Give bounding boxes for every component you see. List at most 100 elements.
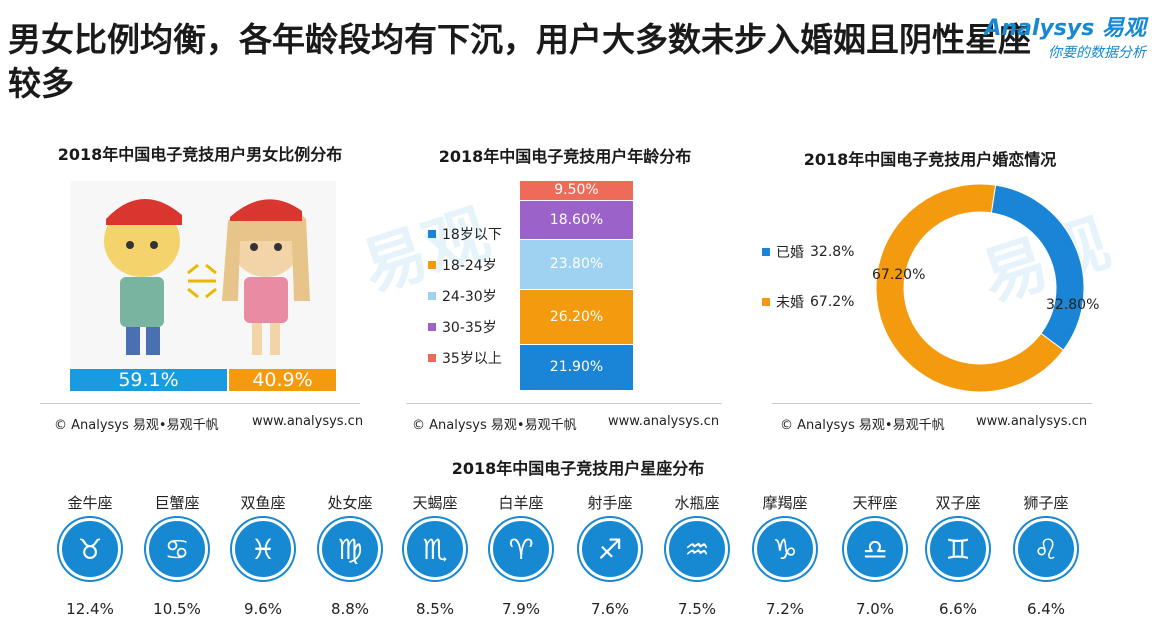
zodiac-share: 7.6% bbox=[590, 600, 630, 618]
legend-label: 18-24岁 bbox=[442, 258, 497, 274]
zodiac-share: 7.0% bbox=[855, 600, 895, 618]
zodiac-chart-title: 2018年中国电子竞技用户星座分布 bbox=[451, 459, 705, 478]
zodiac-share: 7.5% bbox=[677, 600, 717, 618]
legend-swatch bbox=[762, 248, 770, 256]
legend-swatch bbox=[762, 298, 770, 306]
legend-item-unmarried: 未婚 67.2% bbox=[762, 292, 854, 312]
zodiac-share: 10.5% bbox=[153, 600, 201, 618]
zodiac-sign-icon: ♍ bbox=[319, 518, 381, 580]
footer-copyright: © Analysys 易观•易观千帆 bbox=[780, 418, 945, 433]
page-headline: 男女比例均衡，各年龄段均有下沉，用户大多数未步入婚姻且阴性星座较多 bbox=[8, 20, 1031, 103]
legend-swatch bbox=[428, 323, 436, 331]
zodiac-name: 巨蟹座 bbox=[154, 494, 200, 512]
footer-url: www.analysys.cn bbox=[976, 414, 1088, 429]
legend-swatch bbox=[428, 230, 436, 238]
zodiac-sign-icon: ♌ bbox=[1015, 518, 1077, 580]
legend-item-24-30: 24-30岁 bbox=[428, 286, 497, 306]
zodiac-name: 天蝎座 bbox=[412, 494, 458, 512]
age-bar-segment: 18.60% bbox=[520, 200, 633, 239]
donut-label-unmarried: 67.20% bbox=[872, 267, 926, 283]
marital-chart-title: 2018年中国电子竞技用户婚恋情况 bbox=[803, 150, 1057, 169]
donut-slice-married bbox=[990, 184, 1085, 351]
zodiac-sign-icon: ♋ bbox=[146, 518, 208, 580]
zodiac-item: 水瓶座 ♒ 7.5% bbox=[657, 492, 737, 618]
age-bar-segment: 26.20% bbox=[520, 289, 633, 344]
age-bar-segment: 9.50% bbox=[520, 181, 633, 200]
legend-label: 18岁以下 bbox=[442, 227, 502, 243]
marital-donut-chart bbox=[875, 183, 1085, 393]
zodiac-name: 水瓶座 bbox=[674, 494, 720, 512]
zodiac-share: 7.9% bbox=[501, 600, 541, 618]
zodiac-sign-icon: ♐ bbox=[579, 518, 641, 580]
legend-value: 67.2% bbox=[810, 294, 855, 310]
legend-label: 35岁以上 bbox=[442, 351, 502, 367]
zodiac-name: 处女座 bbox=[327, 494, 373, 512]
divider bbox=[406, 403, 722, 404]
zodiac-share: 7.2% bbox=[765, 600, 805, 618]
zodiac-item: 巨蟹座 ♋ 10.5% bbox=[137, 492, 217, 618]
zodiac-share: 6.4% bbox=[1026, 600, 1066, 618]
legend-swatch bbox=[428, 354, 436, 362]
brand-slogan: 你要的数据分析 bbox=[1048, 45, 1146, 61]
age-bar-segment: 23.80% bbox=[520, 240, 633, 289]
zodiac-sign-icon: ♒ bbox=[666, 518, 728, 580]
gender-illustration bbox=[70, 181, 336, 369]
divider bbox=[772, 403, 1092, 404]
zodiac-name: 金牛座 bbox=[67, 494, 113, 512]
zodiac-item: 天秤座 ♎ 7.0% bbox=[835, 492, 915, 618]
zodiac-item: 白羊座 ♈ 7.9% bbox=[481, 492, 561, 618]
legend-value: 32.8% bbox=[810, 244, 855, 260]
zodiac-item: 狮子座 ♌ 6.4% bbox=[1006, 492, 1086, 618]
legend-item-18-24: 18-24岁 bbox=[428, 255, 497, 275]
zodiac-item: 处女座 ♍ 8.8% bbox=[310, 492, 390, 618]
zodiac-sign-icon: ♑ bbox=[754, 518, 816, 580]
legend-label: 30-35岁 bbox=[442, 320, 497, 336]
zodiac-share: 8.5% bbox=[415, 600, 455, 618]
legend-label: 已婚 bbox=[776, 245, 804, 261]
zodiac-name: 狮子座 bbox=[1023, 494, 1069, 512]
legend-item-married: 已婚 32.8% bbox=[762, 242, 854, 262]
zodiac-item: 天蝎座 ♏ 8.5% bbox=[395, 492, 475, 618]
legend-item-under-18: 18岁以下 bbox=[428, 224, 502, 244]
brand-name: Analysys 易观 bbox=[984, 16, 1146, 41]
zodiac-name: 摩羯座 bbox=[762, 494, 808, 512]
zodiac-sign-icon: ♏ bbox=[404, 518, 466, 580]
zodiac-name: 双子座 bbox=[935, 494, 981, 512]
zodiac-name: 天秤座 bbox=[852, 494, 898, 512]
zodiac-share: 12.4% bbox=[66, 600, 114, 618]
legend-label: 24-30岁 bbox=[442, 289, 497, 305]
zodiac-item: 金牛座 ♉ 12.4% bbox=[50, 492, 130, 618]
brand-logo: Analysys 易观 你要的数据分析 bbox=[984, 10, 1146, 66]
zodiac-name: 白羊座 bbox=[498, 494, 544, 512]
zodiac-item: 双子座 ♊ 6.6% bbox=[918, 492, 998, 618]
zodiac-item: 摩羯座 ♑ 7.2% bbox=[745, 492, 825, 618]
footer-url: www.analysys.cn bbox=[608, 414, 720, 429]
age-chart-title: 2018年中国电子竞技用户年龄分布 bbox=[438, 147, 692, 166]
legend-swatch bbox=[428, 292, 436, 300]
legend-label: 未婚 bbox=[776, 295, 804, 311]
age-bar-segment: 21.90% bbox=[520, 345, 633, 390]
zodiac-sign-icon: ♊ bbox=[927, 518, 989, 580]
donut-slice-unmarried bbox=[875, 183, 1065, 393]
donut-label-married: 32.80% bbox=[1046, 297, 1100, 313]
legend-item-over-35: 35岁以上 bbox=[428, 348, 502, 368]
legend-item-30-35: 30-35岁 bbox=[428, 317, 497, 337]
zodiac-item: 射手座 ♐ 7.6% bbox=[570, 492, 650, 618]
zodiac-sign-icon: ♓ bbox=[232, 518, 294, 580]
zodiac-share: 6.6% bbox=[938, 600, 978, 618]
legend-swatch bbox=[428, 261, 436, 269]
zodiac-sign-icon: ♈ bbox=[490, 518, 552, 580]
footer-url: www.analysys.cn bbox=[252, 414, 364, 429]
age-stacked-bar: 21.90% 26.20% 23.80% 18.60% 9.50% bbox=[520, 181, 633, 391]
footer-copyright: © Analysys 易观•易观千帆 bbox=[54, 418, 219, 433]
cartoon-boy-girl-icon bbox=[104, 198, 310, 355]
zodiac-sign-icon: ♉ bbox=[59, 518, 121, 580]
zodiac-name: 双鱼座 bbox=[240, 494, 286, 512]
zodiac-item: 双鱼座 ♓ 9.6% bbox=[223, 492, 303, 618]
zodiac-share: 8.8% bbox=[330, 600, 370, 618]
footer-copyright: © Analysys 易观•易观千帆 bbox=[412, 418, 577, 433]
divider bbox=[40, 403, 360, 404]
zodiac-name: 射手座 bbox=[587, 494, 633, 512]
zodiac-sign-icon: ♎ bbox=[844, 518, 906, 580]
zodiac-share: 9.6% bbox=[243, 600, 283, 618]
